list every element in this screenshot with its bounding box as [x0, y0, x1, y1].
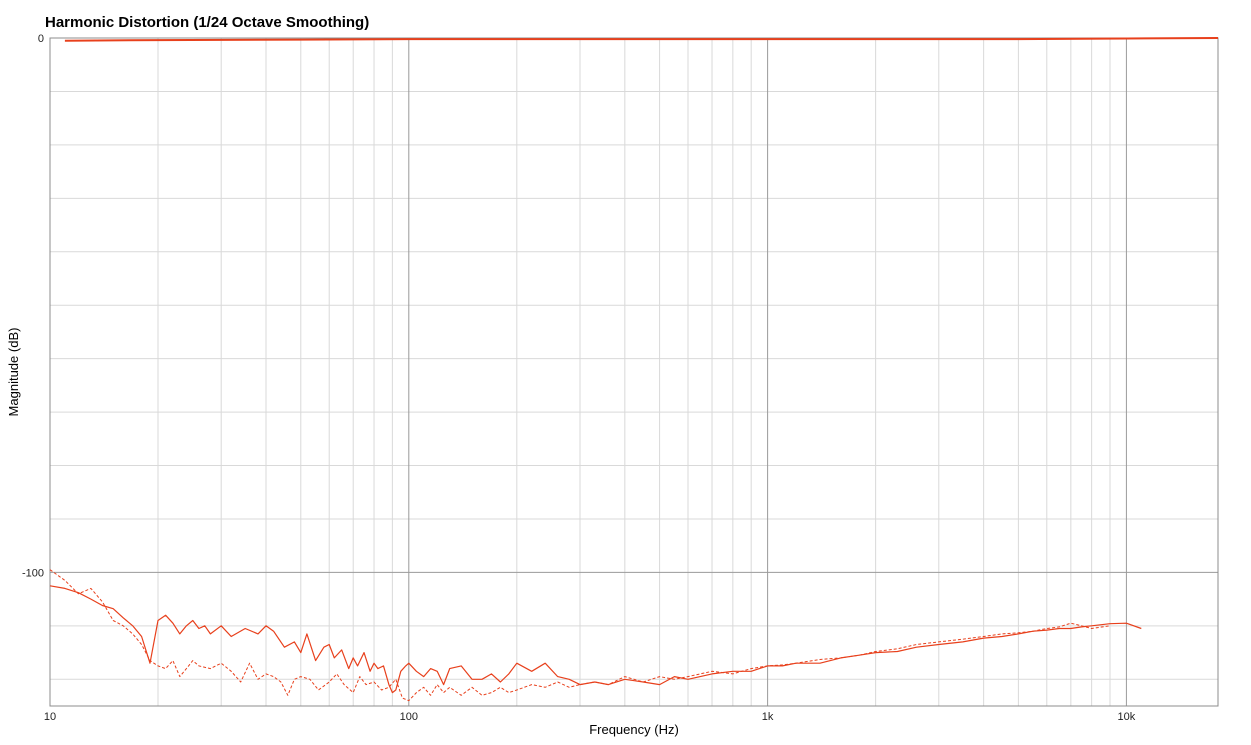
- y-axis-label: Magnitude (dB): [6, 328, 21, 417]
- major-grid: [49, 37, 1218, 706]
- series-line-3: [49, 569, 1111, 702]
- series-group: [49, 37, 1219, 702]
- x-tick-label: 10k: [1118, 711, 1136, 723]
- series-line-1: [64, 37, 1219, 42]
- chart-title: Harmonic Distortion (1/24 Octave Smoothi…: [45, 14, 370, 31]
- minor-grid: [50, 38, 1218, 706]
- x-tick-label: 10: [44, 711, 56, 723]
- series-line-2: [49, 585, 1142, 694]
- x-tick-label: 1k: [762, 711, 774, 723]
- tick-labels: 10 100 1k 10k 0 -100: [22, 33, 1136, 723]
- x-axis-label: Frequency (Hz): [589, 722, 679, 737]
- x-tick-label: 100: [400, 711, 418, 723]
- plot-border: [49, 37, 1219, 707]
- y-tick-label: -100: [22, 567, 44, 579]
- y-tick-label: 0: [38, 33, 44, 45]
